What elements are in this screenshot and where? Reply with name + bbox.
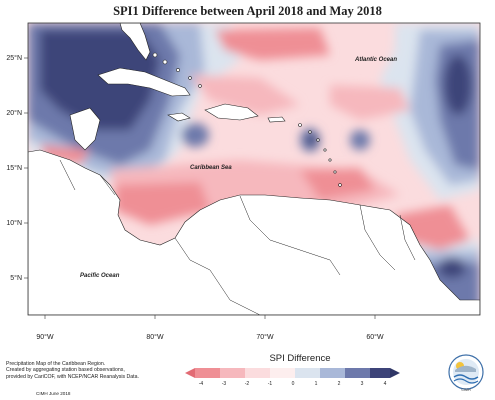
map-title: SPI1 Difference between April 2018 and M… — [113, 4, 382, 18]
credit-date: CIMH June 2018 — [36, 391, 71, 396]
lat-tick-label: 20°N — [6, 109, 22, 117]
cimh-logo — [448, 354, 484, 390]
lon-tick-label: 60°W — [366, 333, 384, 341]
credit-line: Precipitation Map of the Caribbean Regio… — [6, 361, 106, 367]
ticks — [24, 57, 376, 319]
credit-line: provided by CariCOF, with NCEP/NCAR Rean… — [6, 373, 139, 380]
legend-tick: 4 — [384, 381, 387, 387]
lat-tick-label: 5°N — [10, 274, 22, 282]
legend-tick: -4 — [199, 381, 204, 387]
land — [28, 23, 480, 315]
legend-tick: 0 — [292, 381, 295, 387]
legend-colorbar — [185, 368, 400, 378]
legend-tick: -3 — [222, 381, 227, 387]
lat-tick-label: 10°N — [6, 219, 22, 227]
atlantic-ocean-label: Atlantic Ocean — [354, 57, 397, 63]
legend-tick: -1 — [268, 381, 273, 387]
lon-tick-label: 70°W — [256, 333, 274, 341]
legend-ticks: -4 -3 -2 -1 0 1 2 3 4 — [199, 381, 387, 387]
lat-tick-label: 25°N — [6, 54, 22, 62]
map-credit: Precipitation Map of the Caribbean Regio… — [6, 361, 176, 380]
legend-tick: 2 — [338, 381, 341, 387]
legend-tick: -2 — [245, 381, 250, 387]
map-frame — [27, 22, 481, 316]
lon-tick-label: 90°W — [36, 333, 54, 341]
lat-labels: 25°N 20°N 15°N 10°N 5°N — [6, 54, 22, 282]
lon-tick-label: 80°W — [146, 333, 164, 341]
legend-tick: 1 — [315, 381, 318, 387]
legend-tick: 3 — [361, 381, 364, 387]
caribbean-sea-label: Caribbean Sea — [190, 165, 232, 171]
legend-title: SPI Difference — [269, 353, 331, 364]
credit-line: Created by aggregating station based obs… — [6, 367, 125, 374]
logo-caption: CIMH — [461, 388, 471, 392]
lon-labels: 90°W 80°W 70°W 60°W — [36, 333, 384, 341]
borders — [59, 159, 416, 315]
lat-tick-label: 15°N — [6, 164, 22, 172]
map-area — [28, 23, 480, 315]
pacific-ocean-label: Pacific Ocean — [80, 273, 120, 279]
